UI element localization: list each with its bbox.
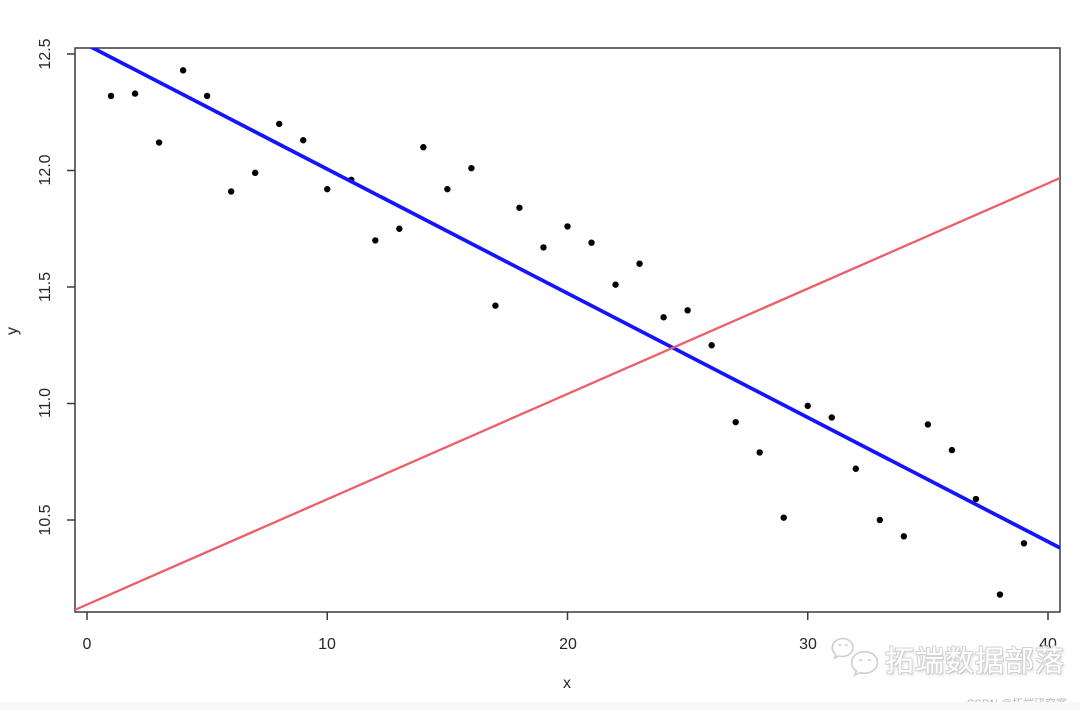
- data-point: [131, 90, 139, 97]
- data-point: [660, 314, 667, 321]
- data-point: [636, 260, 643, 267]
- x-tick-label-30: 30: [799, 636, 817, 653]
- data-point: [251, 169, 259, 177]
- data-point: [564, 223, 571, 230]
- data-point: [780, 514, 787, 521]
- data-point: [828, 414, 835, 421]
- y-tick-label-12-0: 12.0: [37, 154, 54, 186]
- data-point: [203, 92, 211, 100]
- data-point: [540, 244, 547, 251]
- x-tick-label-40: 40: [1039, 636, 1057, 653]
- data-point: [276, 120, 283, 128]
- y-tick-label-12-5: 12.5: [37, 38, 54, 70]
- data-point: [852, 465, 859, 472]
- data-point: [227, 188, 235, 195]
- data-point: [179, 67, 187, 74]
- data-point: [612, 281, 619, 288]
- data-point: [1020, 540, 1028, 547]
- x-axis-label: x: [563, 675, 571, 692]
- data-point: [468, 164, 475, 172]
- y-tick-label-10-5: 10.5: [37, 504, 54, 536]
- data-point: [396, 225, 403, 232]
- x-tick-label-0: 0: [82, 636, 92, 653]
- data-point: [300, 137, 307, 144]
- data-point: [444, 185, 451, 193]
- data-point: [588, 239, 595, 246]
- data-point: [996, 591, 1004, 598]
- data-point: [876, 516, 884, 524]
- data-point: [804, 402, 811, 410]
- data-point: [684, 307, 691, 314]
- y-axis-label: y: [4, 327, 21, 335]
- data-point: [924, 421, 932, 428]
- data-point: [107, 92, 115, 100]
- y-tick-label-11-0: 11.0: [37, 388, 54, 418]
- data-point: [756, 449, 763, 456]
- data-point: [948, 446, 956, 454]
- x-tick-label-20: 20: [559, 636, 577, 653]
- data-point: [492, 302, 499, 309]
- x-tick-label-10: 10: [318, 636, 336, 653]
- data-point: [972, 495, 980, 503]
- regression-line-blue: [88, 48, 1060, 550]
- y-tick-label-11-5: 11.5: [37, 272, 54, 302]
- data-point: [732, 418, 739, 426]
- data-point: [324, 185, 331, 193]
- data-point: [708, 342, 715, 349]
- data-point: [372, 237, 379, 244]
- plot-border: [74, 47, 1061, 613]
- data-point: [155, 139, 163, 146]
- data-point: [420, 144, 427, 151]
- data-point: [516, 204, 523, 211]
- reference-line-pink: [75, 176, 1060, 611]
- footer-strip: [0, 702, 1080, 710]
- data-point: [900, 533, 908, 540]
